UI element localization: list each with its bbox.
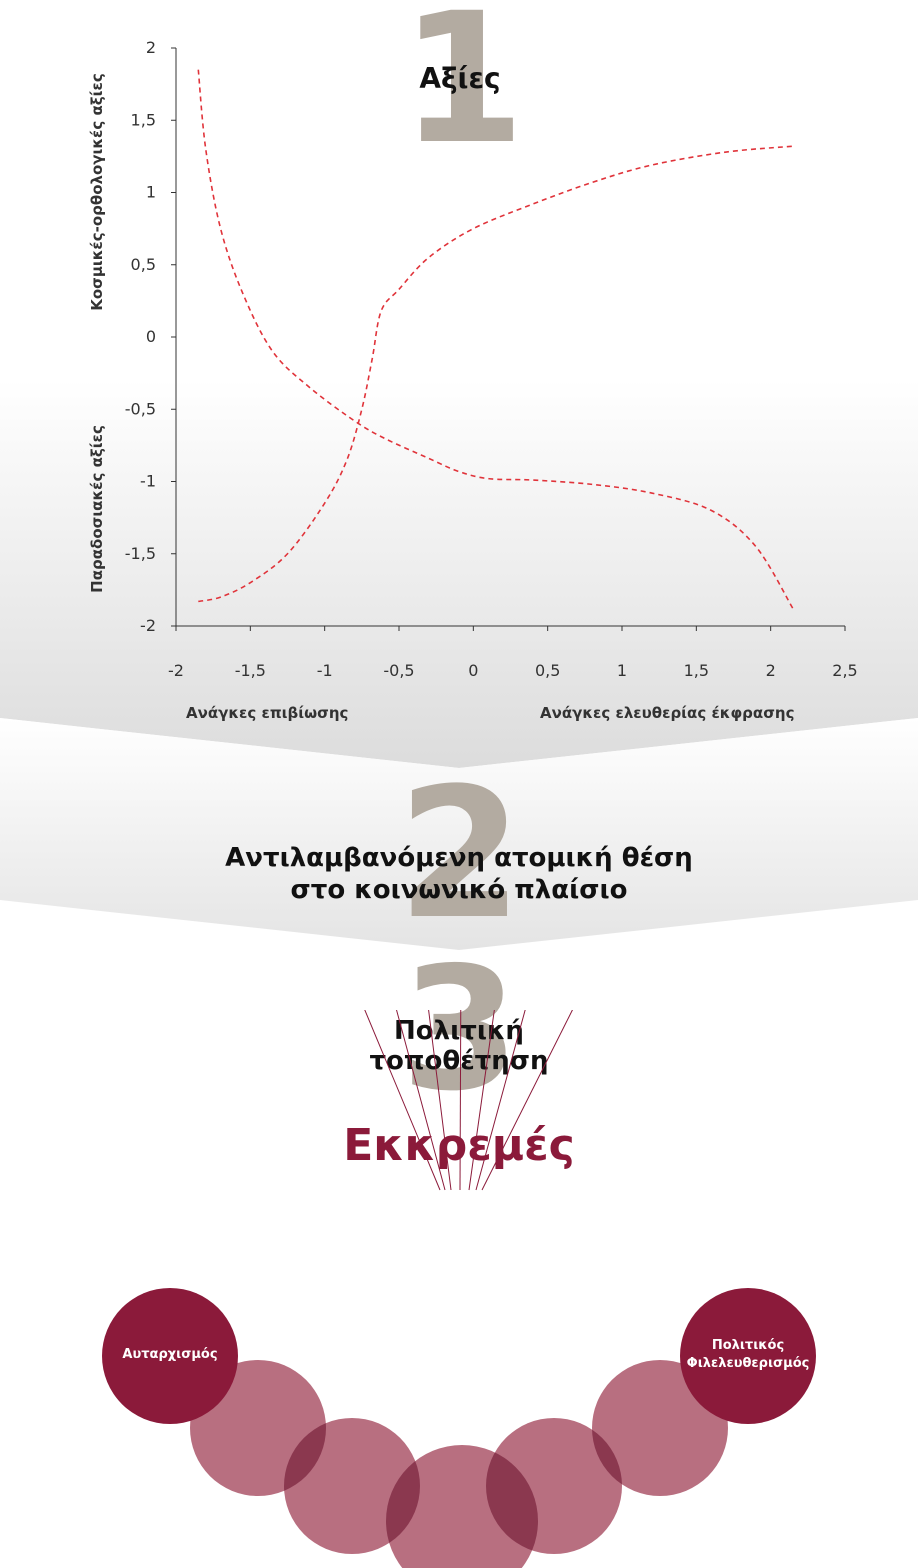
pendulum-string <box>364 1010 441 1191</box>
pendulum-balls <box>102 1288 816 1568</box>
step-number-2: 2 <box>397 750 523 959</box>
pendulum-title: Εκκρεμές <box>343 1120 575 1171</box>
x-axis-label-survival: Ανάγκες επιβίωσης <box>186 704 349 722</box>
y-tick-label: -1 <box>140 472 156 491</box>
step-title-political-line1: Πολιτική <box>394 1016 524 1046</box>
step-title-position-line1: Αντιλαμβανόμενη ατομική θέση <box>225 843 693 873</box>
pendulum-string <box>459 1010 462 1191</box>
x-tick-label: -1,5 <box>235 661 266 680</box>
pendulum-strings <box>364 1010 573 1191</box>
x-tick-label: 1 <box>617 661 627 680</box>
x-tick-label: -2 <box>168 661 184 680</box>
series-line-2 <box>198 145 794 603</box>
y-tick-label: -0,5 <box>125 399 156 418</box>
y-tick-label: 2 <box>146 38 156 57</box>
ball-label-liberalism-line2: Φιλελευθερισμός <box>686 1356 810 1371</box>
x-tick-label: 2 <box>766 661 776 680</box>
background-panels <box>0 380 918 950</box>
pendulum-string <box>468 1010 495 1191</box>
series-line-1 <box>197 69 794 610</box>
pendulum-string <box>475 1010 526 1191</box>
pendulum-string <box>428 1010 452 1191</box>
pendulum-string <box>481 1010 573 1191</box>
step-title-political-line2: τοποθέτηση <box>369 1046 549 1076</box>
step-title-position: Αντιλαμβανόμενη ατομική θέση στο κοινωνι… <box>0 842 918 906</box>
y-tick-label: -1,5 <box>125 544 156 563</box>
ball-label-liberalism-line1: Πολιτικός <box>711 1338 785 1353</box>
ball-label-authoritarianism: Αυταρχισμός <box>122 1347 218 1362</box>
y-tick-label: 1,5 <box>131 110 156 129</box>
ball-political-liberalism <box>680 1288 816 1424</box>
panel-values <box>0 380 918 768</box>
y-tick-label: 0,5 <box>131 255 156 274</box>
ball-overlap <box>284 1418 326 1496</box>
ball-label-political-liberalism: Πολιτικός Φιλελευθερισμός <box>678 1337 818 1373</box>
x-tick-label: -1 <box>317 661 333 680</box>
y-tick-label: -2 <box>140 616 156 635</box>
y-axis-label-traditional: Παραδοσιακές αξίες <box>88 425 106 593</box>
x-tick-label: 1,5 <box>684 661 709 680</box>
pendulum-diagram <box>102 1010 816 1568</box>
step-title-values: Αξίες <box>419 62 501 95</box>
x-tick-label: 2,5 <box>832 661 857 680</box>
x-tick-label: 0,5 <box>535 661 560 680</box>
x-axis-label-self-expression: Ανάγκες ελευθερίας έκφρασης <box>540 704 795 722</box>
panel-position <box>0 718 918 950</box>
x-tick-label: -0,5 <box>383 661 414 680</box>
y-axis-label-secular: Κοσμικές-ορθολογικές αξίες <box>88 73 106 311</box>
step-title-position-line2: στο κοινωνικό πλαίσιο <box>290 875 628 905</box>
y-tick-label: 1 <box>146 183 156 202</box>
ball-authoritarianism <box>102 1288 238 1424</box>
step-title-political: Πολιτική τοποθέτηση <box>0 1016 918 1076</box>
x-tick-label: 0 <box>468 661 478 680</box>
pendulum-string <box>396 1010 446 1191</box>
values-chart: 2 1,5 1 0,5 0 -0,5 -1 -1,5 -2 -2 -1,5 -1 -0,5 0 0,5 1 1,… <box>125 38 858 680</box>
step-number-1: 1 <box>400 0 526 184</box>
y-tick-label: 0 <box>146 327 156 346</box>
